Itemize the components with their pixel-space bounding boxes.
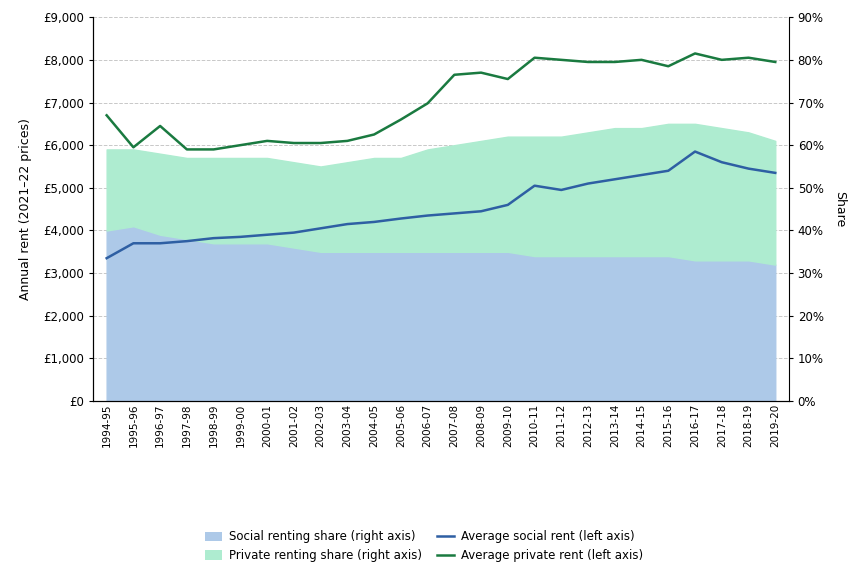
Average private rent (left axis) bbox=[663, 63, 673, 70]
Average social rent (left axis) bbox=[663, 167, 673, 174]
Average private rent (left axis) bbox=[209, 146, 219, 153]
Average private rent (left axis) bbox=[235, 142, 245, 148]
Legend: Social renting share (right axis), Private renting share (right axis), Average s: Social renting share (right axis), Priva… bbox=[200, 526, 648, 567]
Average social rent (left axis) bbox=[262, 231, 272, 238]
Line: Average social rent (left axis): Average social rent (left axis) bbox=[107, 151, 775, 258]
Average social rent (left axis) bbox=[289, 229, 299, 236]
Average social rent (left axis) bbox=[503, 202, 513, 209]
Average social rent (left axis) bbox=[529, 182, 539, 189]
Average private rent (left axis) bbox=[369, 131, 379, 138]
Y-axis label: Share: Share bbox=[833, 191, 846, 227]
Average private rent (left axis) bbox=[449, 71, 460, 78]
Average private rent (left axis) bbox=[610, 58, 620, 65]
Average private rent (left axis) bbox=[503, 76, 513, 83]
Average social rent (left axis) bbox=[690, 148, 700, 155]
Average social rent (left axis) bbox=[449, 210, 460, 217]
Average social rent (left axis) bbox=[155, 240, 165, 247]
Average private rent (left axis) bbox=[744, 54, 754, 61]
Average private rent (left axis) bbox=[770, 58, 780, 65]
Average social rent (left axis) bbox=[235, 233, 245, 240]
Average social rent (left axis) bbox=[476, 208, 486, 215]
Average private rent (left axis) bbox=[556, 56, 566, 63]
Average social rent (left axis) bbox=[583, 180, 593, 187]
Average private rent (left axis) bbox=[637, 56, 647, 63]
Average social rent (left axis) bbox=[128, 240, 138, 247]
Average social rent (left axis) bbox=[209, 235, 219, 242]
Average private rent (left axis) bbox=[396, 116, 406, 123]
Average private rent (left axis) bbox=[529, 54, 539, 61]
Average private rent (left axis) bbox=[102, 112, 112, 119]
Line: Average private rent (left axis): Average private rent (left axis) bbox=[107, 53, 775, 150]
Average social rent (left axis) bbox=[396, 215, 406, 222]
Average private rent (left axis) bbox=[262, 138, 272, 144]
Average private rent (left axis) bbox=[289, 140, 299, 147]
Average social rent (left axis) bbox=[315, 225, 326, 232]
Average private rent (left axis) bbox=[717, 56, 727, 63]
Average private rent (left axis) bbox=[181, 146, 192, 153]
Average social rent (left axis) bbox=[556, 187, 566, 194]
Average social rent (left axis) bbox=[369, 218, 379, 225]
Average social rent (left axis) bbox=[343, 221, 353, 227]
Average private rent (left axis) bbox=[422, 100, 432, 107]
Average social rent (left axis) bbox=[770, 170, 780, 176]
Average private rent (left axis) bbox=[690, 50, 700, 57]
Average private rent (left axis) bbox=[315, 140, 326, 147]
Average private rent (left axis) bbox=[128, 144, 138, 151]
Average social rent (left axis) bbox=[717, 159, 727, 166]
Average social rent (left axis) bbox=[102, 255, 112, 262]
Average private rent (left axis) bbox=[583, 58, 593, 65]
Y-axis label: Annual rent (2021–22 prices): Annual rent (2021–22 prices) bbox=[20, 118, 32, 300]
Average private rent (left axis) bbox=[155, 123, 165, 129]
Average social rent (left axis) bbox=[637, 171, 647, 178]
Average social rent (left axis) bbox=[422, 212, 432, 219]
Average social rent (left axis) bbox=[744, 165, 754, 172]
Average social rent (left axis) bbox=[610, 176, 620, 183]
Average private rent (left axis) bbox=[476, 69, 486, 76]
Average social rent (left axis) bbox=[181, 238, 192, 245]
Average private rent (left axis) bbox=[343, 138, 353, 144]
